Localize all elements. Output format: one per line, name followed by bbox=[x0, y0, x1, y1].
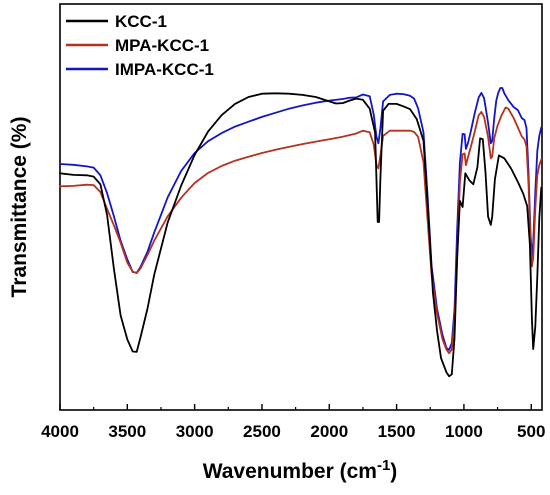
x-tick-label: 1000 bbox=[445, 422, 483, 441]
y-axis-title: Transmittance (%) bbox=[8, 117, 31, 298]
x-axis-title-close: ) bbox=[390, 460, 397, 483]
x-axis-ticks: 4000 3500 3000 2500 2000 1500 1000 500 bbox=[41, 404, 545, 441]
x-axis-title-main: Wavenumber (cm bbox=[203, 460, 377, 483]
series-line-2 bbox=[59, 106, 543, 355]
legend-label-1: KCC-1 bbox=[115, 12, 167, 31]
x-tick-label: 500 bbox=[517, 422, 545, 441]
x-tick-label: 4000 bbox=[41, 422, 79, 441]
series-layer bbox=[59, 87, 543, 378]
series-line-1 bbox=[59, 92, 543, 378]
x-tick-label: 3000 bbox=[176, 422, 214, 441]
legend: KCC-1 MPA-KCC-1 IMPA-KCC-1 bbox=[66, 12, 214, 79]
x-axis-title-superscript: -1 bbox=[377, 457, 390, 474]
series-line-3 bbox=[59, 87, 543, 351]
legend-label-2: MPA-KCC-1 bbox=[115, 36, 209, 55]
plot-frame bbox=[59, 3, 543, 411]
x-tick-label: 2500 bbox=[243, 422, 281, 441]
x-axis-title: Wavenumber (cm-1) bbox=[203, 457, 398, 483]
x-tick-label: 2000 bbox=[310, 422, 348, 441]
x-tick-label: 1500 bbox=[378, 422, 416, 441]
legend-label-3: IMPA-KCC-1 bbox=[115, 60, 214, 79]
x-tick-label: 3500 bbox=[108, 422, 146, 441]
